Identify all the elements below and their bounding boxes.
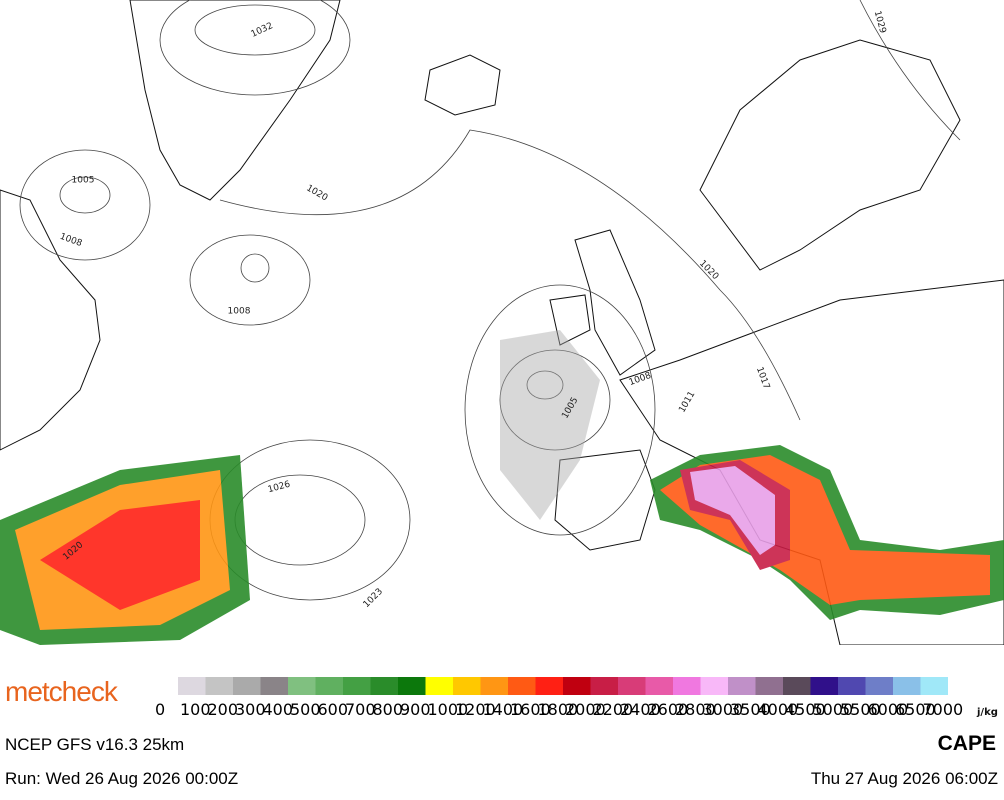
legend-tick-label: 900 (400, 700, 431, 719)
legend-swatch (178, 677, 206, 695)
legend-swatch (700, 677, 728, 695)
logo-text: metcheck (5, 676, 118, 707)
legend-swatch (618, 677, 646, 695)
legend-tick-label: 2400 (620, 700, 661, 719)
legend-tick-label: 2200 (593, 700, 634, 719)
legend-swatch (288, 677, 316, 695)
legend-swatch (508, 677, 536, 695)
legend-tick-label: 600 (318, 700, 349, 719)
legend-tick-label: 3500 (730, 700, 771, 719)
legend-tick-label: 1800 (538, 700, 579, 719)
legend-tick-label: 1400 (483, 700, 524, 719)
isobar-label: 1005 (72, 176, 95, 186)
legend-tick-label: 5000 (813, 700, 854, 719)
legend-tick-label: 2600 (648, 700, 689, 719)
legend-swatch (370, 677, 398, 695)
legend-tick-label: 6000 (868, 700, 909, 719)
map: 1032 1005 1008 1020 1008 1026 1020 1023 … (0, 0, 1004, 645)
legend-tick-label: 2800 (675, 700, 716, 719)
legend-tick-label: 800 (373, 700, 404, 719)
legend-tick-label: 1000 (428, 700, 469, 719)
legend-swatch (205, 677, 233, 695)
cape-fields (0, 330, 1004, 645)
legend-tick-label: 6500 (895, 700, 936, 719)
run-time: Run: Wed 26 Aug 2026 00:00Z (5, 769, 239, 788)
legend-swatch (865, 677, 893, 695)
legend-swatch (783, 677, 811, 695)
logo: metcheck (5, 676, 118, 708)
legend-swatch (233, 677, 261, 695)
legend-swatch (315, 677, 343, 695)
legend-tick-label: 700 (345, 700, 376, 719)
legend-swatch (645, 677, 673, 695)
legend-tick-label: 400 (263, 700, 294, 719)
legend-swatch (260, 677, 288, 695)
legend-swatch (453, 677, 481, 695)
legend-swatch (893, 677, 921, 695)
legend-swatch (535, 677, 563, 695)
legend-swatch (480, 677, 508, 695)
legend-tick-label: 4000 (758, 700, 799, 719)
isobars (19, 0, 961, 601)
legend-swatch (728, 677, 756, 695)
legend-unit: j/kg (976, 707, 998, 718)
legend-swatch (398, 677, 426, 695)
legend-tick-label: 200 (208, 700, 239, 719)
legend-swatch (673, 677, 701, 695)
legend-swatch (920, 677, 948, 695)
isobar-label: 1008 (228, 307, 251, 317)
legend-tick-label: 1200 (455, 700, 496, 719)
legend-swatch (590, 677, 618, 695)
legend-tick-label: 7000 (923, 700, 964, 719)
legend-tick-label: 3000 (703, 700, 744, 719)
legend-tick-label: 0 (155, 700, 165, 719)
legend-swatch (425, 677, 453, 695)
field-name: CAPE (937, 732, 996, 755)
legend-swatch (563, 677, 591, 695)
legend-swatch (810, 677, 838, 695)
color-legend: j/kg 0 1002003004005006007008009001000120… (155, 677, 998, 719)
legend-tick-label: 300 (235, 700, 266, 719)
legend-tick-label: 100 (180, 700, 211, 719)
legend-swatch (838, 677, 866, 695)
legend-tick-label: 4500 (785, 700, 826, 719)
legend-tick-label: 500 (290, 700, 321, 719)
legend-tick-label: 1600 (510, 700, 551, 719)
legend-swatch (755, 677, 783, 695)
model-name: NCEP GFS v16.3 25km (5, 735, 185, 754)
valid-time: Thu 27 Aug 2026 06:00Z (810, 769, 998, 788)
legend-tick-label: 2000 (565, 700, 606, 719)
legend-swatch (343, 677, 371, 695)
legend-tick-label: 5500 (840, 700, 881, 719)
